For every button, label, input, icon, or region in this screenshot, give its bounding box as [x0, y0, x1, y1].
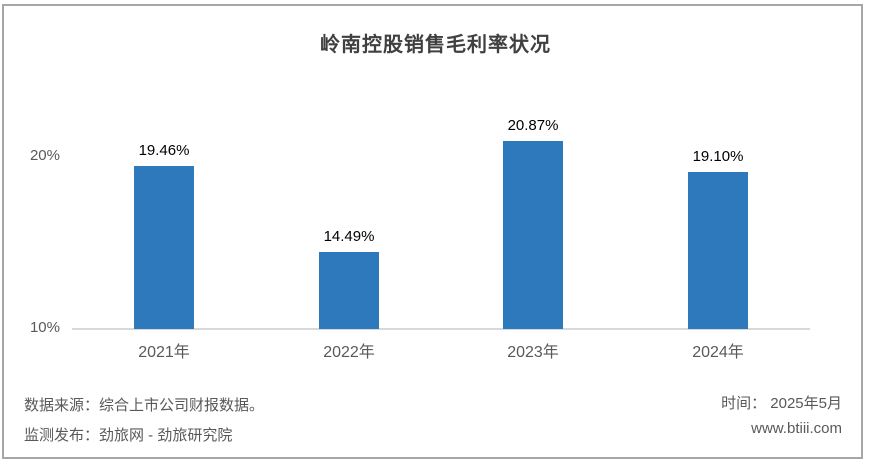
y-axis-tick-label: 10%: [29, 319, 60, 336]
bar: [503, 141, 563, 329]
bar-value-label: 14.49%: [323, 228, 375, 245]
bar: [319, 252, 379, 329]
time-text: 时间： 2025年5月: [721, 395, 842, 412]
publisher-text: 监测发布：劲旅网 - 劲旅研究院: [24, 427, 233, 444]
x-axis-label: 2023年: [507, 344, 559, 361]
footer-right: 时间： 2025年5月 www.btiii.com: [721, 394, 842, 439]
website-text: www.btiii.com: [751, 420, 842, 437]
bar: [688, 172, 748, 329]
bar: [134, 166, 194, 329]
chart-title: 岭南控股销售毛利率状况: [320, 34, 551, 56]
data-source-text: 数据来源：综合上市公司财报数据。: [24, 397, 265, 414]
bar-value-label: 20.87%: [507, 117, 559, 134]
bar-value-label: 19.46%: [138, 142, 190, 159]
y-axis-tick-label: 20%: [29, 146, 60, 164]
x-axis-label: 2022年: [323, 344, 375, 361]
footer-left: 数据来源：综合上市公司财报数据。 监测发布：劲旅网 - 劲旅研究院: [24, 396, 264, 446]
x-axis-line: [72, 328, 810, 330]
bar-value-label: 19.10%: [692, 148, 744, 165]
x-axis-label: 2021年: [138, 344, 190, 361]
x-axis-label: 2024年: [692, 344, 744, 361]
